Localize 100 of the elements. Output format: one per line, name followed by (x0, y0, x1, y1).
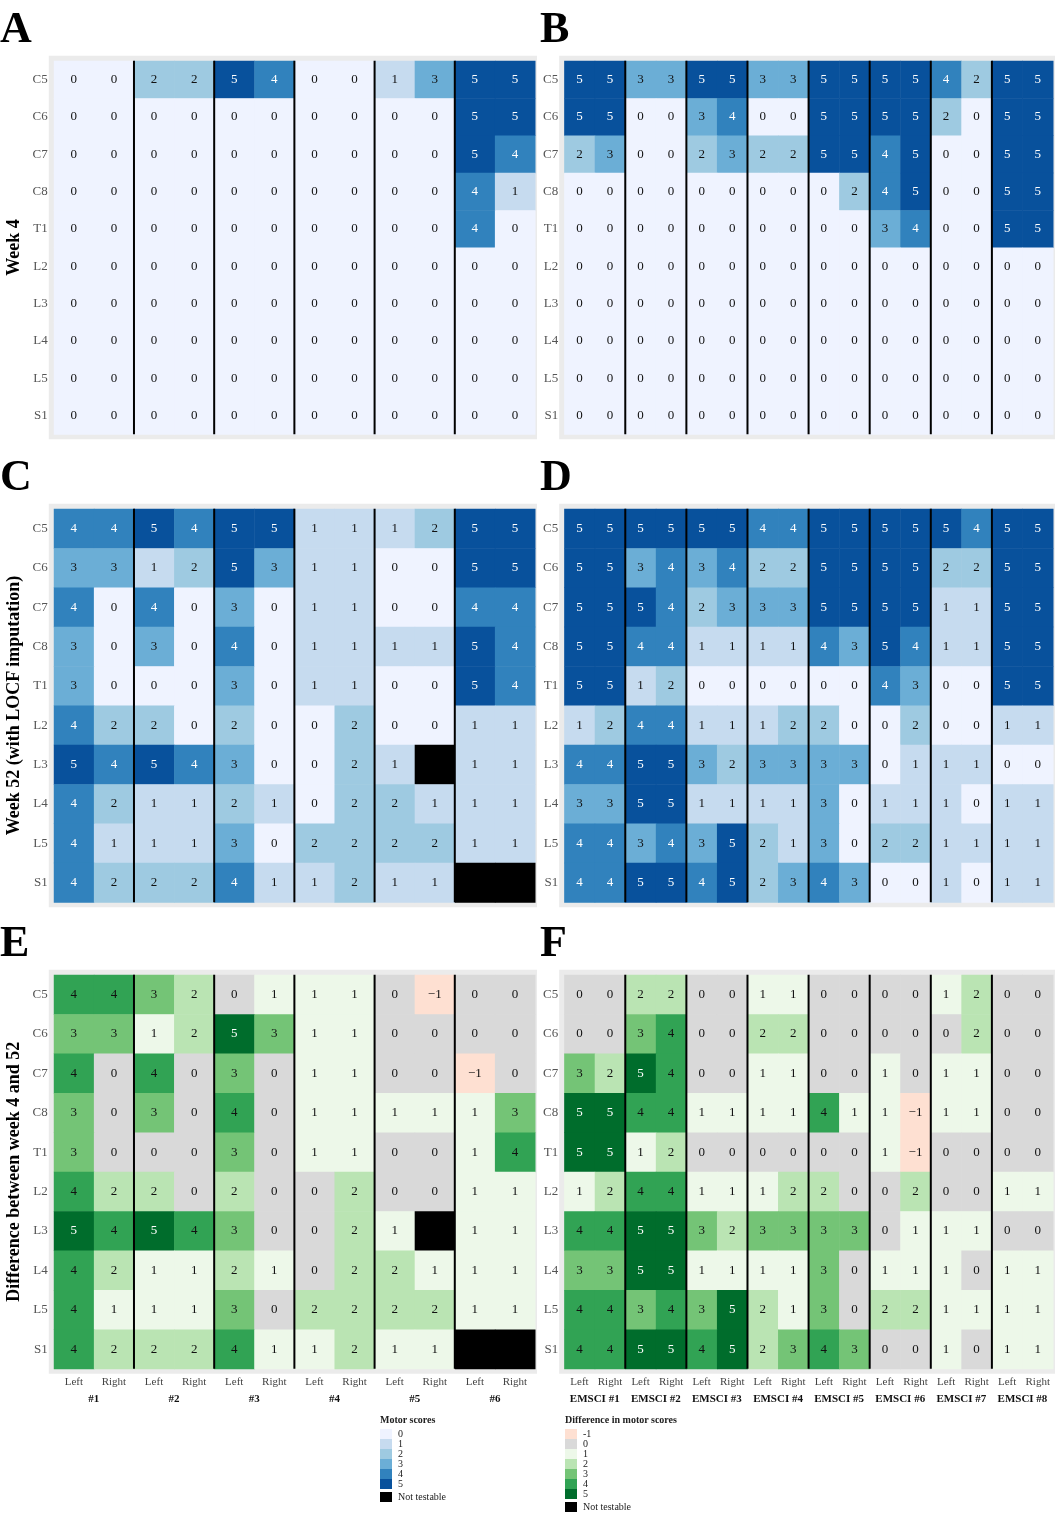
data-label: 0 (728, 1025, 736, 1041)
data-label: 2 (351, 716, 358, 732)
data-label: 2 (759, 145, 767, 161)
data-label: 0 (190, 406, 198, 422)
data-label: 1 (1034, 795, 1041, 811)
data-label: 0 (912, 1025, 919, 1041)
data-label: 0 (311, 257, 318, 273)
x-tick-label: Right (719, 1375, 745, 1388)
data-label: 0 (942, 1182, 950, 1198)
data-label: 0 (391, 985, 398, 1001)
data-label: 5 (576, 677, 583, 693)
data-label: 0 (271, 1143, 278, 1159)
data-label: 2 (190, 1025, 198, 1041)
data-label: 5 (511, 519, 519, 535)
data-label: 5 (637, 873, 644, 889)
data-label: 4 (471, 182, 479, 198)
data-label: 5 (851, 108, 858, 124)
text: EMSCI #4 (753, 1392, 804, 1405)
data-label: 5 (667, 519, 675, 535)
data-label: 1 (942, 1104, 950, 1120)
data-label: 0 (391, 1025, 398, 1041)
data-label: 0 (351, 220, 358, 236)
data-label: 0 (790, 677, 797, 693)
data-label: 0 (881, 1025, 889, 1041)
data-label: 1 (271, 795, 278, 811)
y-tick-label: L3 (543, 294, 559, 310)
data-label: 0 (70, 108, 78, 124)
data-label: 4 (606, 873, 614, 889)
data-label: 0 (391, 182, 398, 198)
data-label: 0 (391, 220, 398, 236)
data-label: 5 (851, 70, 858, 86)
data-label: 0 (1034, 369, 1041, 385)
data-label: 0 (759, 257, 767, 273)
data-label: 0 (351, 145, 358, 161)
data-label: 0 (311, 795, 318, 811)
data-label: 2 (942, 108, 950, 124)
data-label: 5 (912, 70, 919, 86)
data-label: 3 (728, 598, 736, 614)
data-label: 2 (912, 834, 919, 850)
data-label: 4 (70, 1064, 78, 1080)
data-label: 0 (511, 369, 519, 385)
data-label: 1 (728, 1182, 736, 1198)
data-label: 0 (190, 145, 198, 161)
y-tick-label: L2 (33, 1182, 48, 1198)
data-label: 0 (606, 182, 614, 198)
data-label: 5 (606, 108, 614, 124)
data-label: 0 (881, 332, 889, 348)
data-label: 3 (576, 1064, 583, 1080)
data-label: 4 (881, 145, 889, 161)
y-tick-label: T1 (33, 220, 48, 236)
data-label: 1 (471, 1182, 479, 1198)
data-label: 1 (150, 559, 158, 575)
data-label: 3 (576, 1261, 583, 1277)
y-tick-label: S1 (34, 873, 48, 889)
data-label: 0 (190, 1143, 198, 1159)
x-tick-label: Left (814, 1375, 834, 1388)
data-label: 3 (230, 1222, 238, 1238)
color-bar-label: 1 (398, 1438, 403, 1449)
data-label: 0 (942, 677, 950, 693)
data-label: 5 (230, 519, 238, 535)
data-label: 5 (912, 182, 919, 198)
data-label: 1 (759, 716, 767, 732)
data-label: 1 (511, 1301, 519, 1317)
data-label: 5 (606, 559, 614, 575)
data-label: 1 (728, 795, 736, 811)
data-label: 0 (150, 369, 158, 385)
y-tick-label: L5 (543, 1301, 559, 1317)
data-label: 5 (637, 1340, 644, 1356)
data-label: 5 (471, 70, 479, 86)
data-label: 4 (70, 985, 78, 1001)
data-label: 0 (190, 1104, 198, 1120)
data-label: 0 (576, 294, 583, 310)
y-tick-label: L3 (33, 755, 48, 771)
data-label: 4 (759, 519, 767, 535)
data-label: 4 (912, 220, 920, 236)
data-label: 2 (606, 1182, 614, 1198)
data-label: 0 (606, 369, 614, 385)
data-label: 3 (230, 1143, 238, 1159)
data-label: 0 (1034, 294, 1041, 310)
data-label: 3 (790, 1340, 797, 1356)
data-label: 2 (820, 716, 828, 732)
x-tick-label: Left (144, 1375, 164, 1388)
data-label: 1 (150, 834, 158, 850)
data-label: 1 (431, 1261, 438, 1277)
y-tick-label: C8 (543, 637, 559, 653)
data-label: 5 (1034, 145, 1041, 161)
data-label: 0 (759, 182, 767, 198)
data-label: 0 (311, 108, 318, 124)
data-label: 1 (759, 1064, 767, 1080)
data-label: 1 (759, 1104, 767, 1120)
data-label: 0 (511, 1064, 519, 1080)
data-label: 0 (271, 1064, 278, 1080)
data-label: 1 (391, 873, 398, 889)
data-label: 0 (431, 598, 438, 614)
data-label: 1 (471, 1143, 479, 1159)
data-label: 0 (391, 294, 398, 310)
data-label: 5 (637, 1064, 644, 1080)
data-label: 0 (728, 406, 736, 422)
data-label: 1 (942, 795, 950, 811)
y-tick-label: C6 (32, 1025, 49, 1041)
